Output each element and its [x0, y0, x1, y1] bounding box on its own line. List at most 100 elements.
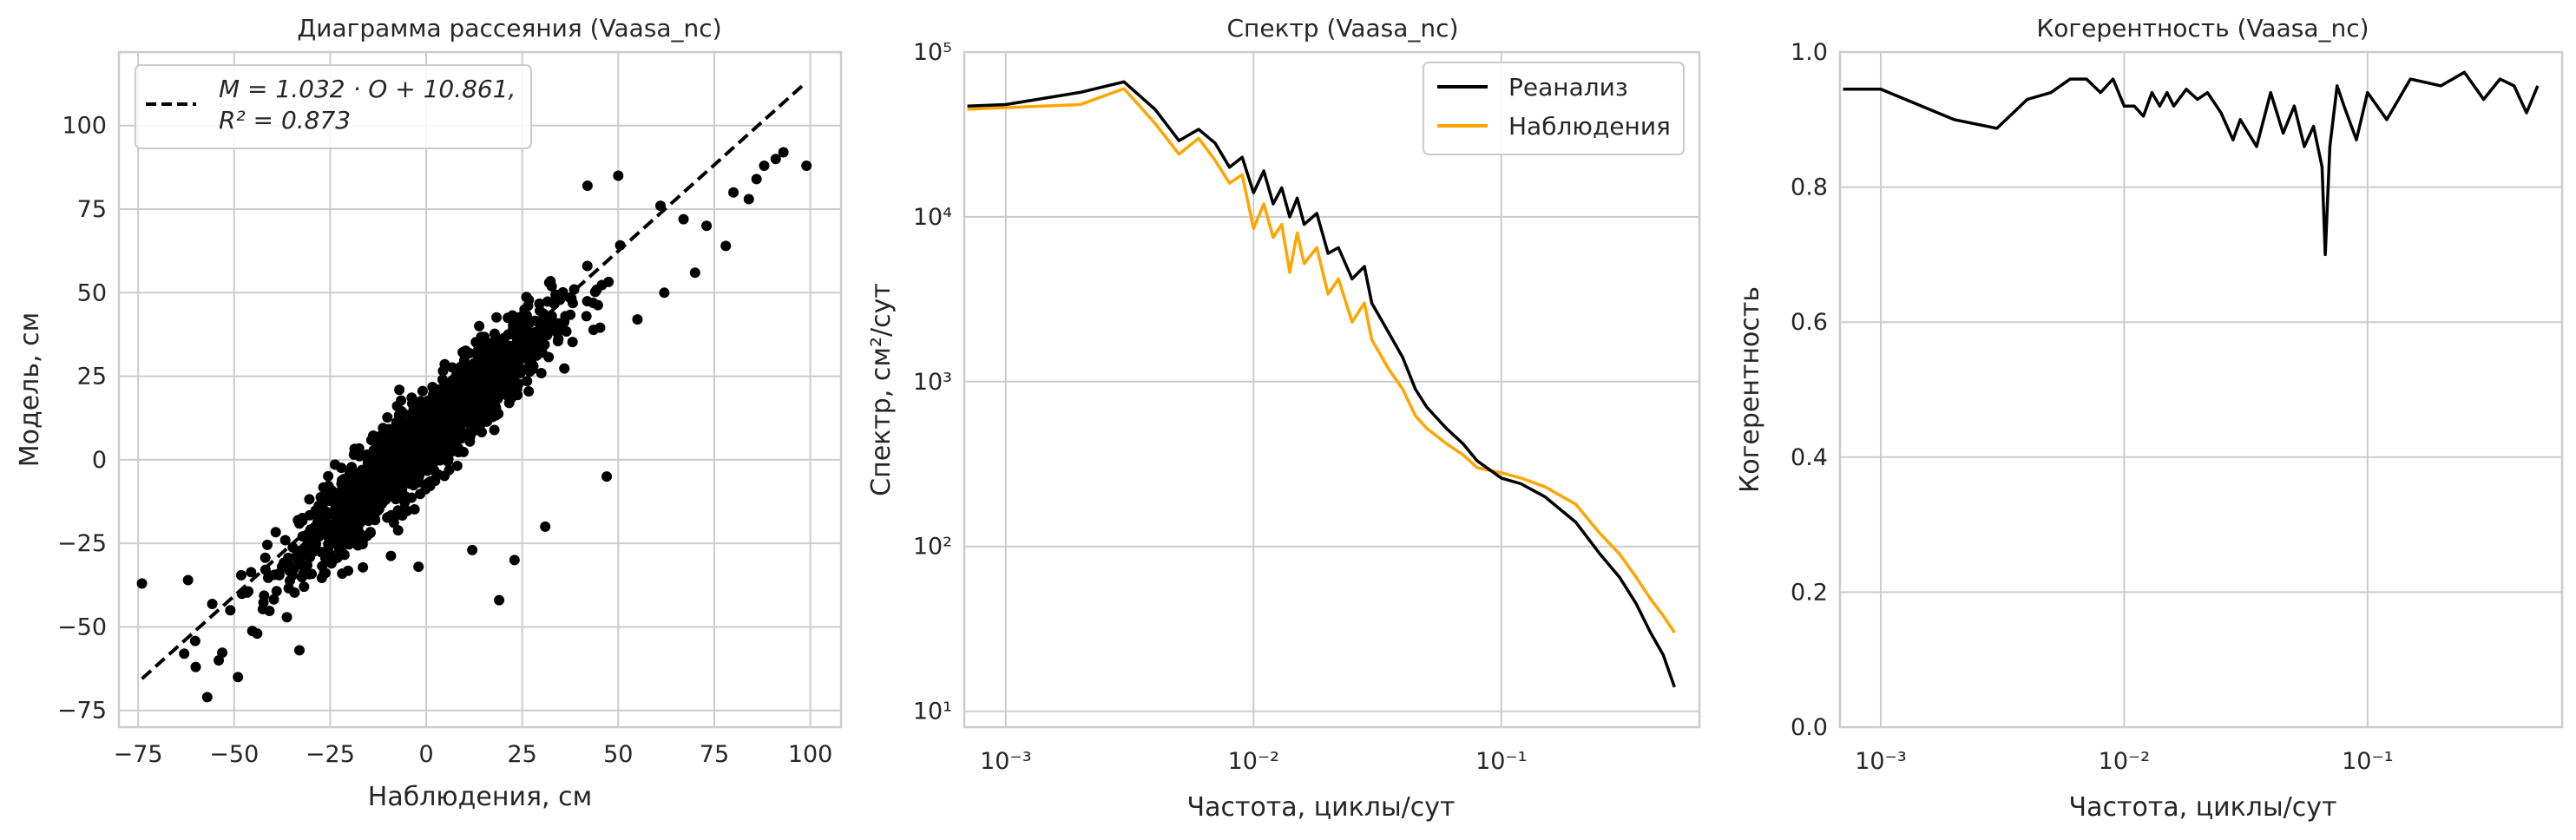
scatter-point: [398, 503, 410, 515]
scatter-point: [521, 292, 532, 303]
scatter-point: [689, 267, 700, 279]
scatter-point: [264, 605, 275, 616]
scatter-point: [353, 494, 365, 505]
legend-fit-line1: M = 1.032 · O + 10.861,: [219, 75, 516, 103]
scatter-point: [302, 560, 313, 571]
scatter-point: [486, 345, 497, 356]
ytick-label: 0.0: [1791, 714, 1828, 741]
scatter-ylabel: Модель, см: [15, 312, 45, 468]
scatter-point: [501, 379, 512, 390]
scatter-point: [487, 369, 498, 380]
scatter-point: [395, 477, 406, 489]
scatter-point: [678, 213, 689, 225]
xtick-label: 10⁻¹: [2342, 748, 2393, 775]
scatter-point: [281, 612, 292, 623]
scatter-point: [567, 337, 578, 348]
scatter-point: [494, 594, 505, 606]
scatter-point: [439, 470, 450, 482]
scatter-point: [333, 539, 345, 550]
scatter-point: [592, 299, 603, 311]
scatter-ytick-label: 25: [77, 364, 107, 390]
ytick-label: 0.6: [1791, 309, 1828, 336]
scatter-point: [268, 594, 279, 605]
ytick-label: 10³: [913, 369, 952, 396]
scatter-point: [491, 312, 503, 323]
scatter-point: [292, 555, 304, 566]
scatter-point: [279, 535, 291, 546]
scatter-point: [539, 339, 550, 351]
scatter-point: [801, 160, 812, 171]
scatter-point: [406, 392, 417, 404]
scatter-point: [373, 489, 384, 501]
legend-observations-label: Наблюдения: [1508, 112, 1671, 141]
scatter-point: [582, 180, 593, 192]
scatter-point: [385, 550, 397, 561]
scatter-point: [613, 170, 624, 181]
scatter-point: [331, 553, 342, 564]
ytick-label: 0.8: [1791, 174, 1828, 201]
scatter-point: [467, 544, 478, 555]
coherence-lines: [1843, 70, 2540, 257]
scatter-point: [480, 383, 491, 394]
scatter-point: [201, 692, 213, 703]
scatter-point: [297, 515, 308, 527]
spectrum-legend: Реанализ Наблюдения: [1423, 62, 1685, 155]
scatter-point: [262, 572, 273, 583]
scatter-ytick-label: −50: [57, 614, 107, 640]
scatter-point: [417, 385, 428, 397]
scatter-point: [481, 336, 492, 347]
fit-line-path: [141, 81, 808, 680]
scatter-point: [426, 399, 437, 410]
scatter-point: [509, 345, 521, 357]
scatter-point: [542, 296, 553, 307]
scatter-point: [490, 410, 502, 421]
scatter-point: [472, 345, 483, 357]
scatter-panel: Диаграмма рассеяния (Vaasa_nc) −75 −50 −25…: [15, 14, 843, 812]
scatter-xtick-label: 50: [603, 741, 633, 768]
scatter-point: [522, 300, 534, 312]
scatter-point: [492, 393, 503, 404]
scatter-point: [582, 260, 593, 272]
scatter-point: [516, 312, 528, 323]
scatter-point: [508, 355, 519, 366]
xtick-label: 10⁻²: [1228, 748, 1279, 775]
scatter-point: [490, 333, 502, 345]
scatter-point: [405, 423, 417, 434]
scatter-point: [525, 331, 536, 343]
scatter-frame: [117, 50, 843, 729]
scatter-title: Диаграмма рассеяния (Vaasa_nc): [297, 14, 721, 43]
scatter-point: [413, 561, 424, 573]
scatter-point: [550, 292, 562, 303]
scatter-point: [386, 474, 398, 485]
scatter-point: [319, 568, 331, 579]
ytick-label: 1.0: [1791, 39, 1828, 66]
scatter-point: [450, 396, 461, 407]
scatter-point: [330, 459, 341, 470]
scatter-point: [509, 555, 520, 566]
xtick-label: 10⁻³: [980, 748, 1031, 775]
scatter-xtick-label: −25: [306, 741, 355, 768]
scatter-point: [540, 521, 551, 532]
scatter-point: [474, 320, 485, 331]
scatter-point: [323, 480, 334, 491]
ytick-label: 10²: [913, 534, 952, 561]
scatter-legend: M = 1.032 · O + 10.861, R² = 0.873: [135, 64, 532, 149]
coherence-panel: Когерентность (Vaasa_nc) 10⁻³ 10⁻² 10⁻¹ 0.0…: [1735, 14, 2564, 823]
scatter-point: [759, 160, 770, 171]
scatter-point: [391, 419, 402, 430]
coherence-ticks: 10⁻³ 10⁻² 10⁻¹ 0.0 0.2 0.4 0.6 0.8 1.0: [1791, 39, 2394, 775]
scatter-point: [468, 364, 479, 375]
scatter-point: [332, 509, 343, 521]
scatter-point: [182, 574, 194, 586]
scatter-point: [352, 522, 364, 534]
scatter-point: [260, 552, 271, 563]
scatter-point: [389, 511, 400, 522]
scatter-point: [471, 410, 483, 422]
scatter-point: [246, 567, 257, 578]
scatter-point: [596, 279, 608, 291]
observations-line: [967, 87, 1676, 633]
scatter-point: [343, 565, 354, 576]
scatter-point: [272, 568, 283, 580]
scatter-point: [467, 391, 478, 403]
scatter-point: [482, 397, 493, 409]
